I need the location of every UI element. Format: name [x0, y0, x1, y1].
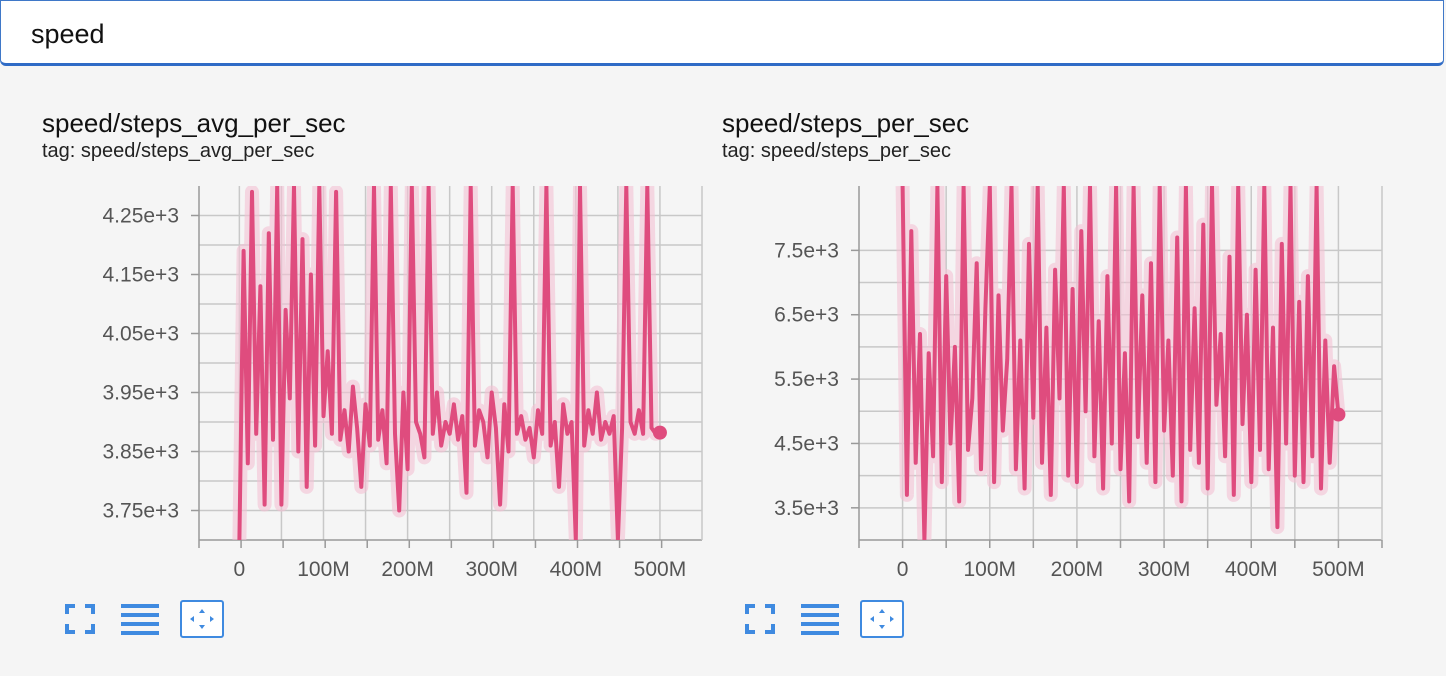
x-tick-label: 300M	[1138, 558, 1191, 581]
y-tick-label: 3.85e+3	[103, 441, 180, 464]
y-tick-label: 3.75e+3	[103, 500, 180, 523]
x-tick-label: 500M	[1312, 558, 1365, 581]
x-tick-label: 100M	[297, 558, 350, 581]
y-tick-label: 4.15e+3	[103, 264, 180, 287]
card-tag: tag: speed/steps_avg_per_sec	[42, 140, 315, 162]
last-point-marker[interactable]	[652, 425, 667, 440]
y-tick-label: 6.5e+3	[774, 304, 839, 327]
fit-domain-button[interactable]	[860, 600, 904, 638]
x-tick-label: 100M	[963, 558, 1016, 581]
y-tick-label: 7.5e+3	[774, 239, 839, 262]
y-tick-label: 5.5e+3	[774, 368, 839, 391]
expand-card-button[interactable]	[738, 600, 782, 638]
y-tick-label: 4.05e+3	[103, 323, 180, 346]
card-title: speed/steps_avg_per_sec	[42, 108, 346, 138]
x-tick-label: 300M	[465, 558, 518, 581]
x-tick-label: 400M	[1225, 558, 1278, 581]
toggle-log-scale-button[interactable]	[118, 600, 162, 638]
lines-icon	[121, 604, 159, 635]
scalar-card-steps-per-sec: speed/steps_per_sec tag: speed/steps_per…	[722, 96, 1412, 656]
y-tick-label: 3.5e+3	[774, 497, 839, 520]
y-tick-label: 3.95e+3	[103, 382, 180, 405]
card-tag: tag: speed/steps_per_sec	[722, 140, 952, 162]
fit-to-data-icon	[870, 609, 894, 629]
card-title: speed/steps_per_sec	[722, 108, 970, 138]
line-chart[interactable]: 7.5e+3 6.5e+3 5.5e+3 4.5e+3 3.5e+3 0 100M 200M 3…	[722, 184, 1402, 594]
search-bar	[0, 0, 1444, 66]
lines-icon	[801, 604, 839, 635]
series-line[interactable]	[900, 186, 1341, 540]
fullscreen-icon	[745, 604, 775, 634]
card-toolbar	[738, 600, 938, 640]
x-tick-label: 200M	[381, 558, 434, 581]
tag-filter-input[interactable]	[29, 13, 1413, 55]
fit-domain-button[interactable]	[180, 600, 224, 638]
x-tick-label: 200M	[1051, 558, 1104, 581]
y-tick-label: 4.25e+3	[103, 205, 180, 228]
x-tick-label: 500M	[634, 558, 687, 581]
card-toolbar	[58, 600, 258, 640]
x-tick-label: 0	[897, 558, 909, 581]
scalar-card-steps-avg-per-sec: speed/steps_avg_per_sec tag: speed/steps…	[42, 96, 732, 656]
series-line[interactable]	[237, 186, 661, 540]
expand-card-button[interactable]	[58, 600, 102, 638]
fit-to-data-icon	[190, 609, 214, 629]
series-group	[895, 186, 1346, 540]
line-chart[interactable]: 4.25e+3 4.15e+3 4.05e+3 3.95e+3 3.85e+3 3.75e…	[42, 184, 722, 594]
x-tick-label: 400M	[550, 558, 603, 581]
last-point-marker[interactable]	[1331, 407, 1346, 422]
series-group	[232, 186, 663, 540]
y-tick-label: 4.5e+3	[774, 432, 839, 455]
toggle-log-scale-button[interactable]	[798, 600, 842, 638]
x-tick-label: 0	[234, 558, 246, 581]
fullscreen-icon	[65, 604, 95, 634]
